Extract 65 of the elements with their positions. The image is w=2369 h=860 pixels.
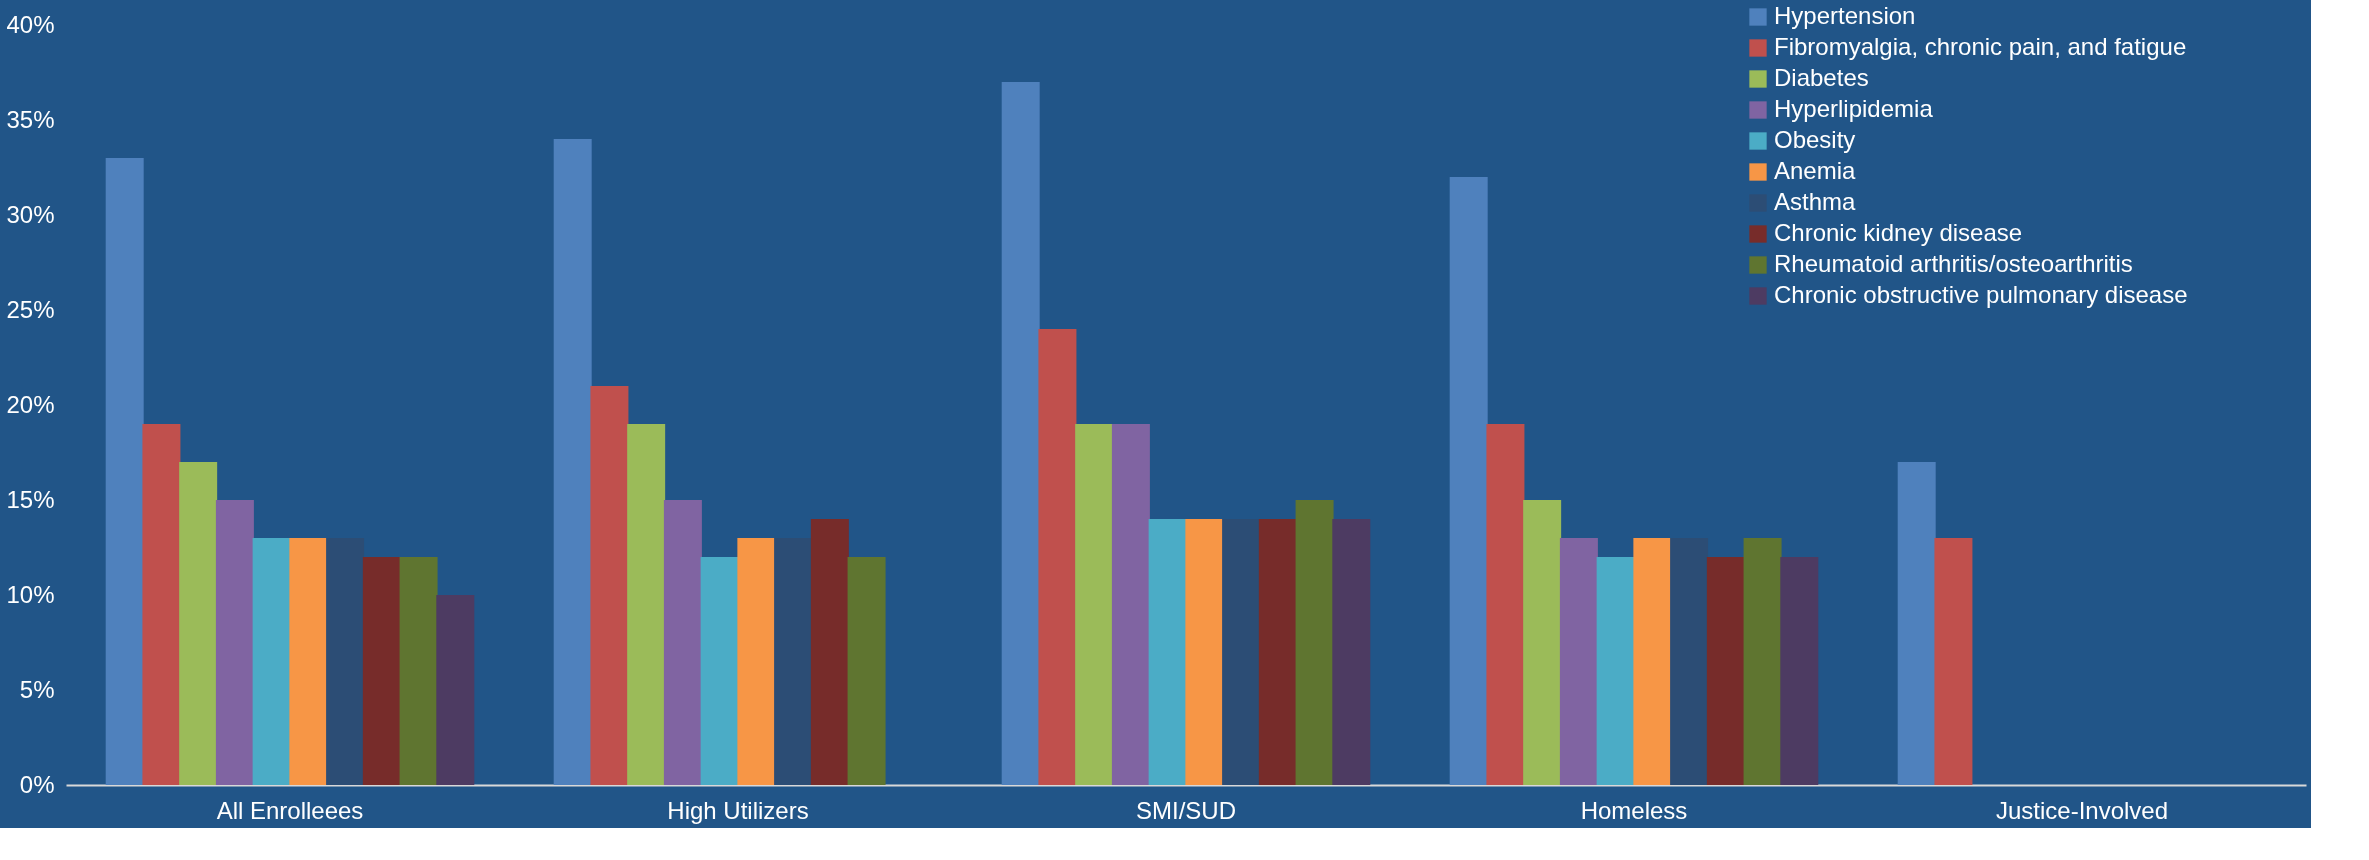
bar [847, 557, 886, 785]
bar [1897, 462, 1936, 785]
x-tick-label: Homeless [1580, 796, 1688, 824]
bar [215, 500, 254, 785]
bar [362, 557, 401, 785]
x-tick-label: All Enrolleees [216, 796, 364, 824]
bar [1038, 329, 1077, 785]
bar [399, 557, 438, 785]
bar [1523, 500, 1562, 785]
bar [1222, 519, 1261, 785]
bar [289, 538, 328, 785]
bar [627, 424, 666, 785]
legend-label: Hypertension [1774, 2, 1916, 29]
legend-label: Anemia [1774, 157, 1857, 184]
y-tick-label: 30% [6, 200, 55, 228]
bar [810, 519, 849, 785]
legend-label: Fibromyalgia, chronic pain, and fatigue [1774, 33, 2187, 60]
legend-label: Hyperlipidemia [1774, 95, 1934, 122]
x-tick-label: Justice-Involved [1995, 796, 2169, 824]
y-tick-label: 35% [6, 105, 55, 133]
y-tick-label: 10% [6, 580, 55, 608]
x-tick-label: SMI/SUD [1135, 796, 1237, 824]
y-tick-label: 5% [19, 675, 55, 703]
bar [1743, 538, 1782, 785]
x-tick-label: High Utilizers [667, 796, 809, 824]
bar [1111, 424, 1150, 785]
y-tick-label: 15% [6, 485, 55, 513]
legend-label: Obesity [1774, 126, 1856, 153]
bar [179, 462, 218, 785]
bar [1596, 557, 1635, 785]
bar [663, 500, 702, 785]
bar [1934, 538, 1973, 785]
legend-label: Diabetes [1774, 64, 1869, 91]
bar [737, 538, 776, 785]
bar [1001, 82, 1040, 785]
bar [1449, 177, 1488, 785]
bar [326, 538, 365, 785]
bar [774, 538, 813, 785]
legend-label: Asthma [1774, 188, 1857, 215]
bar [252, 538, 291, 785]
legend-label: Chronic obstructive pulmonary disease [1774, 281, 2188, 308]
bar [553, 139, 592, 785]
bar [1148, 519, 1187, 785]
bar [1670, 538, 1709, 785]
bar [1075, 424, 1114, 785]
y-tick-label: 25% [6, 295, 55, 323]
y-tick-label: 20% [6, 390, 55, 418]
bar [1780, 557, 1819, 785]
bar [1295, 500, 1334, 785]
bar [1332, 519, 1371, 785]
bar [1486, 424, 1525, 785]
bar [1633, 538, 1672, 785]
bar [1185, 519, 1224, 785]
bar [105, 158, 144, 785]
bar [590, 386, 629, 785]
y-tick-label: 0% [19, 770, 55, 798]
bar [436, 595, 475, 785]
bar [1258, 519, 1297, 785]
y-tick-label: 40% [6, 10, 55, 38]
legend-label: Rheumatoid arthritis/osteoarthritis [1774, 250, 2133, 277]
bar [142, 424, 181, 785]
bar [700, 557, 739, 785]
legend-label: Chronic kidney disease [1774, 219, 2023, 246]
bar [1559, 538, 1598, 785]
bar [1706, 557, 1745, 785]
